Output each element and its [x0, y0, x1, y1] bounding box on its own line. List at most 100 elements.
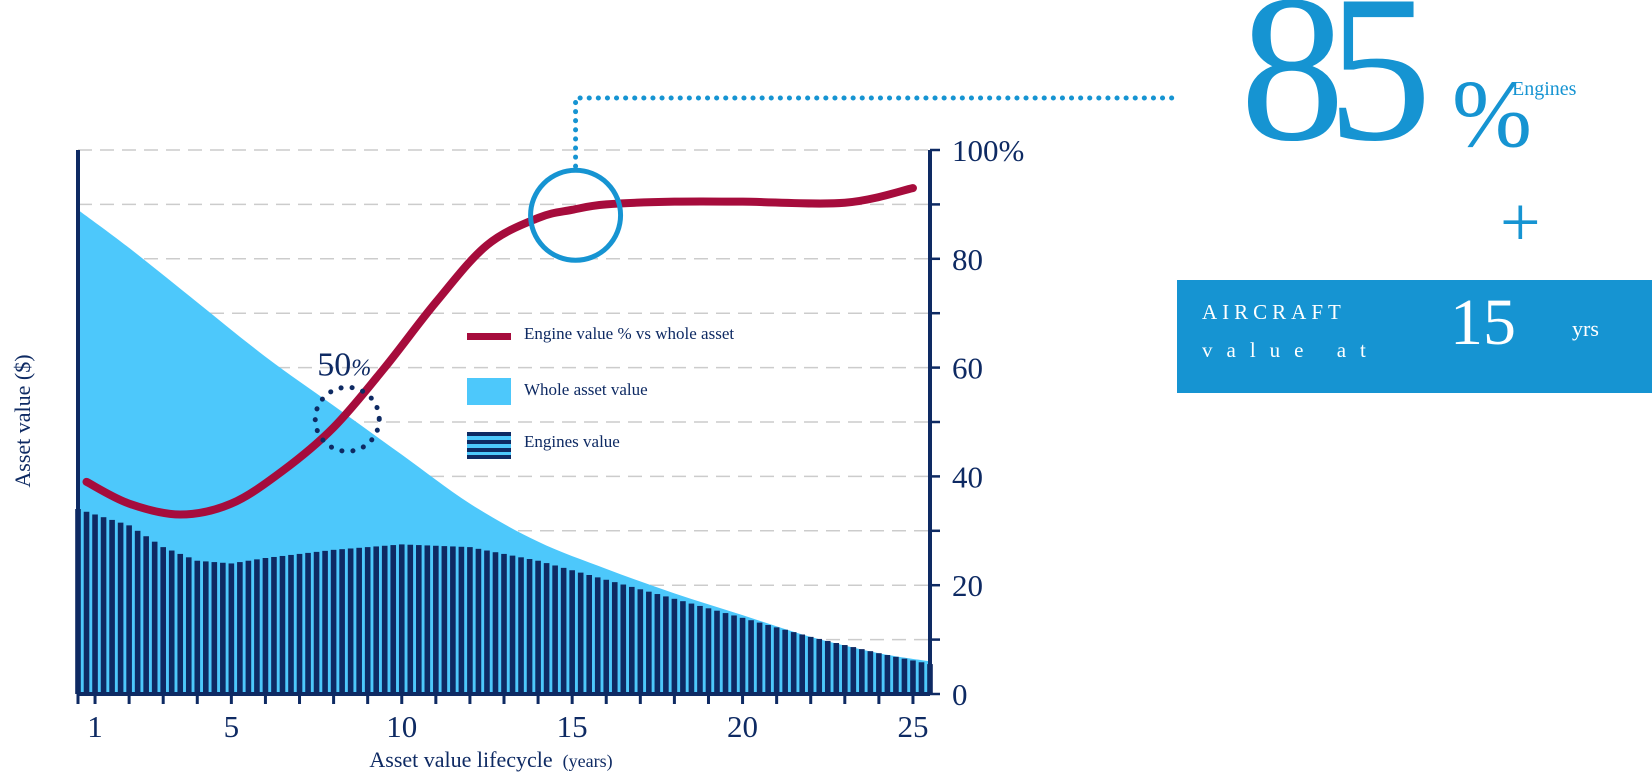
engines-value-bar — [211, 562, 218, 694]
engines-value-bar — [322, 550, 328, 694]
legend-swatch-engine-line — [467, 333, 511, 340]
engines-value-bar — [901, 658, 908, 694]
engines-value-bar — [467, 547, 473, 694]
legend-swatch-whole-asset — [467, 378, 511, 405]
y-tick-label: 60 — [952, 351, 983, 386]
big-percentage-label: Engines — [1512, 78, 1577, 100]
engines-value-bar — [390, 545, 397, 694]
engines-value-bar — [859, 649, 865, 694]
engines-value-bar — [918, 662, 925, 694]
engines-value-bar — [484, 550, 490, 694]
engines-value-bar — [339, 549, 345, 694]
engines-value-bar — [893, 656, 899, 694]
engines-value-bar — [722, 613, 729, 694]
engines-value-bar — [492, 552, 499, 694]
engines-value-bar — [731, 615, 737, 694]
engines-value-bar — [305, 552, 311, 694]
engines-value-bar — [475, 548, 482, 694]
y-axis-title: Asset value ($) — [10, 354, 35, 487]
y-tick-label: 100% — [952, 133, 1024, 168]
fifty-percent-sign: % — [351, 355, 371, 381]
engines-value-bar — [705, 608, 712, 694]
engines-value-bar — [594, 577, 601, 694]
aircraft-label: AIRCRAFT — [1202, 300, 1346, 324]
engines-value-bar — [117, 522, 124, 694]
engines-value-bar — [552, 565, 558, 694]
engines-value-bar — [824, 640, 831, 694]
aircraft-years-unit: yrs — [1572, 316, 1599, 341]
engines-value-bar — [237, 562, 243, 694]
engines-value-bar — [773, 627, 780, 694]
engines-value-bar — [83, 511, 90, 694]
engines-value-bar — [330, 549, 337, 694]
engine-share-line-layer — [82, 184, 917, 519]
y-tick-label: 80 — [952, 242, 983, 277]
engines-value-bar — [262, 558, 269, 694]
engines-value-bar — [168, 550, 175, 694]
engines-value-bar — [254, 559, 260, 694]
engines-value-bar — [739, 617, 746, 694]
x-axis-title-main: Asset value lifecycle — [369, 747, 552, 772]
fifty-percent-number: 50 — [317, 346, 351, 383]
engines-value-bar — [629, 586, 635, 694]
engines-value-bar — [381, 545, 388, 694]
engines-value-bar — [134, 530, 141, 694]
engines-value-bar — [833, 643, 840, 694]
legend-label-engines-value: Engines value — [524, 432, 620, 451]
x-axis-title: Asset value lifecycle (years) — [369, 747, 612, 772]
x-tick-label: 10 — [386, 709, 417, 744]
engines-value-bar — [799, 634, 805, 694]
big-percentage-sign: % — [1452, 60, 1532, 167]
x-axis-title-unit: (years) — [563, 751, 613, 772]
engines-value-bar — [296, 553, 303, 694]
engines-value-bar — [433, 545, 439, 694]
engines-value-bar — [143, 536, 149, 694]
plus-sign: + — [1500, 182, 1541, 262]
engine-share-line — [82, 184, 917, 519]
engines-value-bar — [228, 563, 235, 694]
engines-value-bar — [347, 548, 354, 694]
engines-value-bar — [611, 582, 618, 694]
legend-label-engine-line: Engine value % vs whole asset — [524, 324, 734, 343]
legend-label-whole-asset: Whole asset value — [524, 380, 648, 399]
engines-value-bar — [884, 655, 891, 694]
engines-value-bar — [654, 594, 661, 694]
engines-value-bar — [807, 636, 814, 694]
y-tick-label: 20 — [952, 568, 983, 603]
fifty-percent-label: 50% — [317, 346, 371, 383]
engines-value-bar — [271, 556, 277, 694]
engines-value-bar — [100, 517, 107, 694]
engines-value-bar — [714, 610, 720, 694]
engines-value-bar — [160, 547, 166, 694]
engines-value-bar — [441, 546, 448, 694]
engines-value-bar — [569, 570, 575, 694]
engines-value-bar — [220, 562, 226, 694]
engines-value-bar — [867, 651, 874, 694]
value-at-label: value at — [1202, 338, 1380, 362]
annotations: 50% — [312, 95, 1181, 454]
engines-value-bar — [782, 629, 788, 694]
engines-value-bar — [407, 544, 414, 694]
engines-value-bar — [313, 551, 320, 694]
engines-value-bar — [373, 546, 379, 694]
x-tick-label: 15 — [557, 709, 588, 744]
legend-swatch-engines-value — [467, 432, 511, 459]
aircraft-years-number: 15 — [1450, 286, 1516, 359]
engines-value-bar — [646, 591, 652, 694]
engines-value-bar — [518, 557, 524, 694]
x-tick-label: 25 — [897, 709, 928, 744]
engines-value-bar — [450, 546, 456, 694]
engines-value-bar — [842, 645, 848, 694]
engines-value-bar — [748, 620, 754, 694]
engines-value-bar — [279, 555, 286, 694]
engines-value-bar — [663, 596, 669, 694]
engines-value-bar — [697, 605, 703, 694]
engines-value-bar — [765, 624, 771, 694]
engines-value-bar — [816, 638, 823, 694]
engines-value-bar — [910, 660, 916, 694]
engines-value-bar — [356, 547, 362, 694]
eighty-five-percent-marker — [528, 167, 624, 263]
x-tick-label: 5 — [224, 709, 240, 744]
x-tick-label: 20 — [727, 709, 758, 744]
